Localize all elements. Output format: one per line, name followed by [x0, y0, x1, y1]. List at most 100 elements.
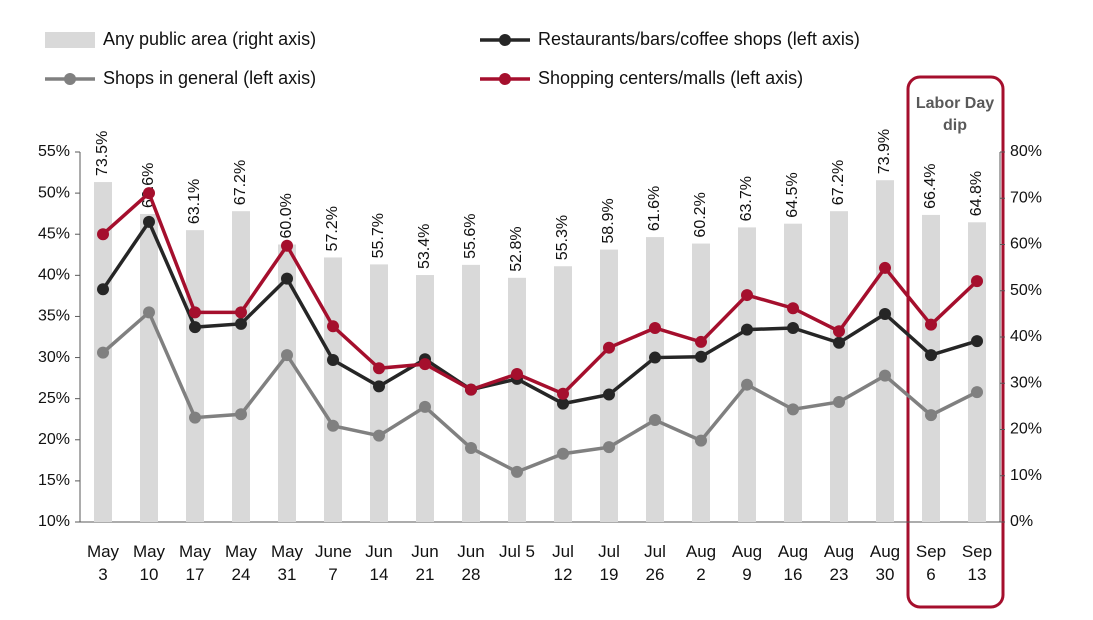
x-tick-label: Aug 9 — [731, 542, 763, 584]
y-tick-label: 40% — [38, 267, 70, 284]
y-tick-label: 30% — [38, 349, 70, 366]
marker — [695, 350, 707, 363]
line — [101, 218, 978, 406]
bar-value-label: 60.0% — [278, 193, 295, 238]
bar-value-label: 66.4% — [922, 164, 939, 209]
bar — [646, 237, 664, 522]
x-tick-label: Aug 16 — [777, 542, 809, 584]
y-tick-label: 35% — [38, 308, 70, 325]
marker — [465, 383, 477, 396]
bar-value-label: 58.9% — [600, 198, 617, 243]
y2-tick-label: 50% — [1010, 282, 1042, 299]
bar-value-label: 55.3% — [554, 215, 571, 260]
marker — [971, 275, 983, 288]
marker — [971, 386, 983, 399]
marker — [603, 388, 615, 401]
marker — [235, 317, 247, 330]
x-tick-label: Sep 6 — [915, 542, 947, 584]
bar — [508, 277, 526, 522]
bar-value-label: 63.7% — [738, 176, 755, 221]
y-tick-label: 15% — [38, 472, 70, 489]
marker — [879, 307, 891, 320]
marker — [189, 306, 201, 319]
marker — [465, 442, 477, 454]
marker — [925, 318, 937, 331]
marker — [741, 289, 753, 302]
marker — [189, 321, 201, 334]
y2-tick-label: 70% — [1010, 189, 1042, 206]
marker — [833, 336, 845, 349]
marker — [649, 321, 661, 334]
bar-value-label: 73.9% — [876, 129, 893, 174]
marker — [235, 306, 247, 319]
legend-label: Shopping centers/malls (left axis) — [538, 68, 803, 88]
marker — [281, 272, 293, 285]
legend-marker — [499, 73, 511, 85]
x-tick-label: May 3 — [86, 542, 120, 584]
marker — [787, 302, 799, 315]
x-tick-label: June 7 — [315, 542, 352, 584]
bar-value-label: 64.5% — [784, 172, 801, 217]
x-tick-label: May 31 — [270, 542, 304, 584]
bar-value-label: 52.8% — [508, 226, 525, 271]
marker — [97, 346, 109, 359]
marker — [143, 187, 155, 200]
marker — [603, 341, 615, 354]
y2-tick-label: 20% — [1010, 421, 1042, 438]
annotation: Labor Day dip — [915, 95, 995, 134]
bar — [692, 243, 710, 522]
marker — [143, 215, 155, 228]
x-tick-label: May 24 — [224, 542, 258, 584]
marker — [327, 320, 339, 333]
marker — [373, 362, 385, 375]
y-tick-label: 45% — [38, 225, 70, 242]
x-tick-label: Jul 12 — [552, 542, 574, 584]
y2-tick-label: 60% — [1010, 236, 1042, 253]
y2-tick-label: 10% — [1010, 467, 1042, 484]
line — [101, 190, 979, 396]
x-tick-label: Jul 19 — [598, 542, 620, 584]
marker — [879, 369, 891, 382]
legend-swatch — [45, 32, 95, 48]
bar — [968, 222, 986, 523]
bar-value-label: 60.2% — [692, 192, 709, 237]
marker — [925, 409, 937, 422]
y2-tick-label: 40% — [1010, 328, 1042, 345]
x-tick-label: May 10 — [132, 542, 166, 584]
marker — [741, 323, 753, 336]
marker — [327, 354, 339, 367]
marker — [787, 403, 799, 416]
legend-label: Shops in general (left axis) — [103, 68, 316, 88]
marker — [741, 378, 753, 391]
bar — [140, 213, 158, 522]
bar-value-label: 61.6% — [646, 186, 663, 231]
x-tick-label: Jun 21 — [411, 542, 439, 584]
bar-value-label: 53.4% — [416, 224, 433, 269]
bar-value-label: 55.7% — [370, 213, 387, 258]
marker — [557, 387, 569, 400]
x-tick-label: May 17 — [178, 542, 212, 584]
marker — [97, 228, 109, 241]
x-tick-label: Jun 28 — [457, 542, 485, 584]
x-tick-label: Aug 23 — [823, 542, 855, 584]
x-tick-label: Sep 13 — [961, 542, 993, 584]
bar — [876, 180, 894, 522]
legend-label: Any public area (right axis) — [103, 29, 316, 49]
marker — [419, 358, 431, 371]
bar — [416, 275, 434, 522]
bar — [186, 230, 204, 522]
marker — [373, 380, 385, 393]
marker — [879, 261, 891, 274]
bar-value-label: 66.6% — [140, 163, 157, 208]
marker — [143, 306, 155, 319]
marker — [695, 434, 707, 447]
legend-label: Restaurants/bars/coffee shops (left axis… — [538, 29, 860, 49]
marker — [695, 335, 707, 348]
marker — [373, 429, 385, 442]
y-tick-label: 55% — [38, 143, 70, 160]
bar-value-label: 55.6% — [462, 213, 479, 258]
bar — [830, 211, 848, 522]
y-tick-label: 50% — [38, 184, 70, 201]
highlight-box — [906, 75, 1005, 609]
